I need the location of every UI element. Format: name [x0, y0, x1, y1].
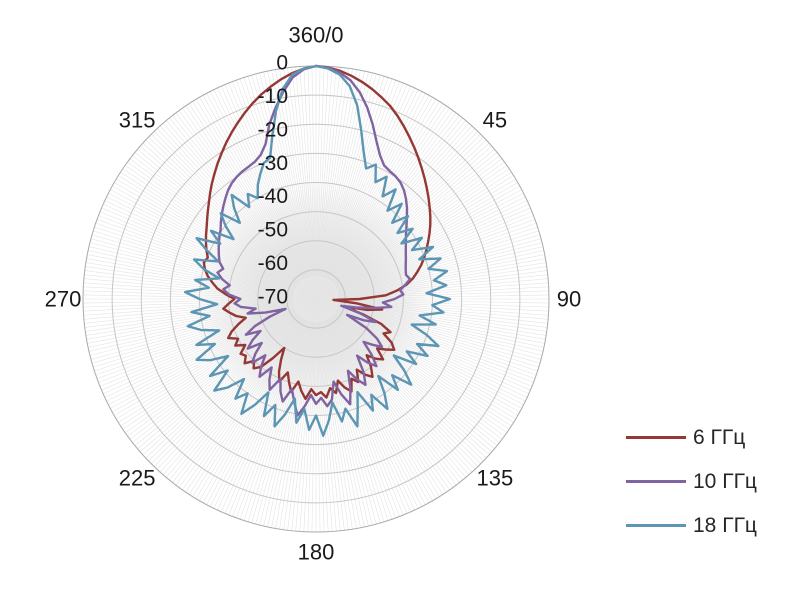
legend-line-swatch: [626, 479, 686, 483]
radial-axis-labels: 0 -10 -20 -30 -40 -50 -60 -70: [258, 52, 288, 309]
legend-label: 10 ГГц: [693, 469, 757, 493]
series-line-6-ГГц: [202, 64, 432, 401]
radial-tick-label: -50: [258, 219, 288, 242]
chart-legend: 6 ГГц 10 ГГц 18 ГГц: [626, 424, 757, 556]
angle-axis-labels: 360/0 45 90 135 180 225 270 315: [45, 23, 582, 565]
angle-tick-label: 90: [557, 287, 581, 312]
radial-tick-label: -30: [258, 152, 288, 175]
legend-label: 6 ГГц: [693, 425, 746, 449]
legend-item: 18 ГГц: [626, 512, 757, 538]
legend-item: 6 ГГц: [626, 424, 757, 450]
radial-tick-label: 0: [276, 52, 288, 75]
angle-tick-label: 135: [477, 465, 514, 490]
radial-tick-label: -20: [258, 118, 288, 141]
legend-label: 18 ГГц: [693, 513, 757, 537]
legend-item: 10 ГГц: [626, 468, 757, 494]
angle-tick-label: 360/0: [288, 23, 343, 48]
angle-tick-label: 180: [298, 540, 335, 565]
angle-tick-label: 225: [119, 465, 156, 490]
angle-tick-label: 315: [119, 108, 156, 133]
angle-tick-label: 45: [483, 108, 507, 133]
radial-tick-label: -60: [258, 252, 288, 275]
angle-tick-label: 270: [45, 287, 82, 312]
legend-line-swatch: [626, 435, 686, 439]
series-line-18-ГГц: [183, 64, 452, 437]
radial-tick-label: -70: [258, 285, 288, 308]
legend-line-swatch: [626, 523, 686, 527]
grid-rings: [82, 65, 550, 533]
radial-tick-label: -40: [258, 185, 288, 208]
radial-tick-label: -10: [258, 85, 288, 108]
